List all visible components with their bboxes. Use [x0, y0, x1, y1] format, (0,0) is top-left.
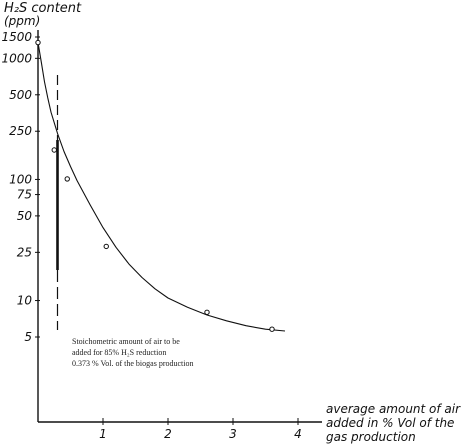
x-tick-label: 4 [294, 427, 302, 441]
annotation-line1: Stoichometric amount of air to be [72, 337, 180, 346]
y-tick-label: 1500 [1, 30, 32, 44]
y-tick-label: 25 [17, 245, 32, 259]
y-tick-label: 10 [17, 294, 33, 308]
y-tick-label: 100 [9, 172, 32, 186]
y-tick-label: 5 [24, 330, 32, 344]
x-tick-label: 2 [164, 427, 172, 441]
x-axis-title-line3: gas production [326, 430, 416, 444]
data-point [103, 243, 109, 250]
axes [37, 30, 322, 423]
data-points [35, 39, 275, 332]
curve-line [37, 42, 286, 332]
y-tick-label: 75 [17, 188, 32, 202]
y-axis-unit: (ppm) [4, 14, 40, 28]
data-point [35, 39, 41, 46]
x-tick-label: 1 [99, 427, 107, 441]
y-tick-label: 50 [17, 209, 33, 223]
y-tick-labels: 1500 1000 500 250 100 75 50 25 10 5 [1, 30, 40, 344]
y-tick-label: 1000 [1, 51, 32, 65]
data-point [64, 176, 70, 182]
data-point [51, 147, 57, 153]
y-tick-label: 500 [9, 88, 32, 102]
x-tick-label: 3 [229, 427, 237, 441]
y-tick-label: 250 [9, 124, 32, 138]
x-axis-title-line2: added in % Vol of the [326, 416, 454, 430]
x-axis-title-line1: average amount of air [326, 402, 461, 416]
x-tick-labels: 1 2 3 4 [99, 418, 302, 441]
data-point [269, 326, 275, 332]
annotation-line2: added for 85% H₂S reduction [72, 348, 166, 357]
fitted-curve [37, 42, 286, 332]
annotation-line3: 0.373 % Vol. of the biogas production [72, 359, 193, 368]
data-point [204, 309, 210, 315]
y-axis-title: H₂S content [4, 1, 82, 16]
